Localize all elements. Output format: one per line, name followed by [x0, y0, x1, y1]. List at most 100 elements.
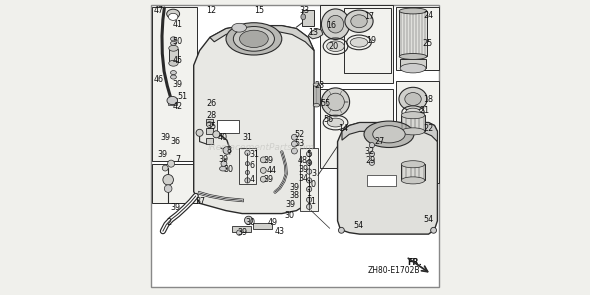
Text: 24: 24 [424, 11, 434, 20]
Text: 46: 46 [153, 76, 163, 84]
Ellipse shape [306, 151, 312, 157]
Ellipse shape [169, 13, 178, 20]
Text: 9: 9 [306, 159, 312, 168]
Text: 8: 8 [226, 146, 231, 155]
Ellipse shape [431, 227, 437, 233]
Text: 7: 7 [175, 155, 181, 164]
Ellipse shape [196, 129, 203, 136]
Text: 36: 36 [171, 137, 180, 146]
Ellipse shape [260, 168, 266, 173]
Text: 39: 39 [263, 156, 273, 165]
Bar [152, 164, 197, 203]
Text: 39: 39 [263, 175, 273, 184]
Bar [400, 59, 426, 68]
Ellipse shape [244, 216, 253, 224]
Ellipse shape [245, 178, 250, 183]
Ellipse shape [223, 147, 231, 154]
Bar [345, 8, 391, 73]
Text: 15: 15 [254, 6, 264, 15]
Ellipse shape [350, 38, 368, 47]
Text: 29: 29 [365, 156, 375, 165]
Text: 6: 6 [250, 160, 254, 170]
Ellipse shape [169, 45, 178, 51]
Ellipse shape [221, 161, 227, 167]
Text: 45: 45 [172, 56, 182, 65]
Ellipse shape [240, 30, 268, 47]
Ellipse shape [171, 41, 176, 45]
Text: 54: 54 [353, 221, 363, 230]
Text: 17: 17 [364, 12, 374, 21]
Ellipse shape [291, 148, 297, 154]
Text: 18: 18 [424, 95, 434, 104]
Text: 2: 2 [166, 218, 172, 227]
Polygon shape [194, 26, 314, 214]
Text: 51: 51 [177, 92, 187, 101]
Text: 30: 30 [223, 165, 233, 174]
Text: 31: 31 [242, 133, 252, 142]
Ellipse shape [313, 83, 320, 86]
Ellipse shape [291, 134, 297, 140]
Bar [152, 6, 197, 161]
Text: 30: 30 [245, 218, 255, 227]
Text: 43: 43 [275, 227, 285, 236]
Text: iReplacementParts.com: iReplacementParts.com [208, 143, 314, 152]
Ellipse shape [369, 151, 375, 157]
Ellipse shape [306, 186, 312, 192]
Text: 28: 28 [206, 111, 217, 120]
Polygon shape [337, 122, 437, 234]
Ellipse shape [373, 126, 405, 143]
Text: 44: 44 [267, 166, 277, 176]
Text: 5: 5 [306, 150, 312, 159]
Text: 23: 23 [314, 81, 324, 90]
Text: 1: 1 [306, 189, 311, 198]
Bar [401, 164, 425, 180]
Ellipse shape [237, 230, 242, 235]
Text: 10: 10 [306, 180, 316, 189]
Bar [313, 85, 320, 105]
Text: 53: 53 [294, 139, 304, 148]
Ellipse shape [327, 118, 344, 127]
Ellipse shape [232, 23, 247, 32]
Ellipse shape [245, 150, 250, 155]
Bar [396, 81, 439, 183]
Text: 19: 19 [366, 36, 376, 45]
Text: 39: 39 [218, 155, 228, 164]
Text: 25: 25 [422, 39, 433, 48]
Text: 49: 49 [268, 218, 278, 227]
Bar [396, 6, 439, 70]
Ellipse shape [306, 197, 312, 202]
Ellipse shape [169, 60, 178, 66]
Polygon shape [210, 26, 314, 51]
Bar [206, 137, 213, 144]
Text: 32: 32 [365, 148, 375, 156]
Ellipse shape [327, 15, 344, 33]
Ellipse shape [301, 14, 306, 20]
Ellipse shape [405, 93, 421, 106]
Text: 42: 42 [172, 102, 182, 111]
Ellipse shape [233, 27, 274, 51]
Bar [253, 223, 273, 229]
Ellipse shape [167, 9, 179, 19]
Text: 41: 41 [172, 20, 182, 29]
Ellipse shape [313, 104, 320, 107]
Text: 39: 39 [289, 183, 299, 192]
Text: 20: 20 [329, 42, 339, 51]
Text: ZH80-E1702B: ZH80-E1702B [368, 266, 420, 275]
Ellipse shape [406, 108, 420, 116]
Ellipse shape [260, 157, 266, 163]
Bar [367, 175, 396, 186]
Ellipse shape [322, 88, 350, 116]
Bar [399, 11, 427, 56]
Text: 50: 50 [172, 37, 182, 46]
Text: 13: 13 [308, 29, 318, 37]
Bar [206, 119, 213, 125]
Text: 11: 11 [306, 197, 316, 206]
Polygon shape [342, 122, 437, 142]
Text: 56: 56 [323, 115, 333, 124]
Bar [320, 5, 394, 83]
Ellipse shape [165, 185, 172, 192]
Ellipse shape [400, 63, 426, 73]
Ellipse shape [260, 176, 266, 182]
Text: 26: 26 [206, 99, 217, 108]
Text: 12: 12 [206, 6, 217, 15]
